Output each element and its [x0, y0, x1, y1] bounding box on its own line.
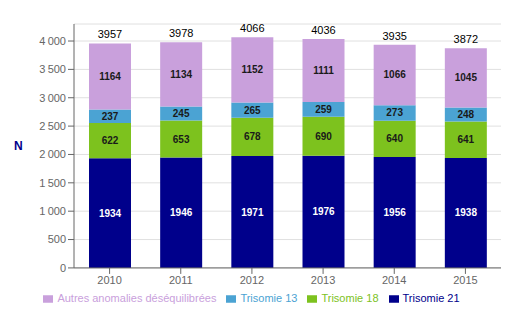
svg-text:1164: 1164 — [99, 71, 121, 82]
svg-text:2013: 2013 — [311, 274, 335, 286]
svg-text:3 000: 3 000 — [39, 92, 66, 104]
svg-text:1 500: 1 500 — [39, 177, 66, 189]
svg-text:1956: 1956 — [384, 207, 407, 218]
svg-text:641: 641 — [457, 134, 474, 145]
svg-text:1066: 1066 — [384, 69, 407, 80]
svg-text:265: 265 — [244, 105, 261, 116]
svg-text:1045: 1045 — [455, 72, 478, 83]
svg-text:N: N — [14, 139, 23, 153]
svg-text:690: 690 — [315, 131, 332, 142]
svg-text:273: 273 — [386, 107, 403, 118]
svg-text:0: 0 — [60, 262, 66, 274]
svg-text:2 000: 2 000 — [39, 148, 66, 160]
svg-text:678: 678 — [244, 131, 261, 142]
svg-text:248: 248 — [457, 109, 474, 120]
svg-text:2012: 2012 — [240, 274, 264, 286]
html-text:Autres anomalies déséquilibrée: Autres anomalies déséquilibrées — [57, 291, 217, 304]
svg-text:500: 500 — [48, 233, 66, 245]
svg-text:1152: 1152 — [241, 64, 263, 75]
svg-text:1938: 1938 — [455, 207, 478, 218]
svg-text:4066: 4066 — [240, 22, 264, 34]
svg-text:1946: 1946 — [170, 207, 193, 218]
svg-text:653: 653 — [173, 134, 190, 145]
svg-text:4036: 4036 — [311, 24, 335, 36]
svg-text:1971: 1971 — [241, 207, 264, 218]
svg-text:1 000: 1 000 — [39, 205, 66, 217]
svg-text:640: 640 — [386, 133, 403, 144]
html-text:Trisomie 21: Trisomie 21 — [402, 291, 460, 304]
svg-text:2011: 2011 — [169, 274, 193, 286]
svg-text:1111: 1111 — [313, 65, 334, 76]
svg-text:2 500: 2 500 — [39, 120, 66, 132]
html-text:Trisomie 13: Trisomie 13 — [240, 291, 298, 304]
svg-text:3 500: 3 500 — [39, 63, 66, 75]
html-text:Trisomie 18: Trisomie 18 — [321, 291, 379, 304]
svg-text:1934: 1934 — [99, 208, 122, 219]
svg-text:2010: 2010 — [97, 274, 121, 286]
svg-text:3978: 3978 — [169, 27, 193, 39]
svg-text:3957: 3957 — [98, 28, 122, 40]
svg-text:622: 622 — [102, 135, 119, 146]
svg-text:237: 237 — [102, 111, 119, 122]
svg-text:259: 259 — [315, 104, 332, 115]
svg-text:3935: 3935 — [382, 30, 406, 42]
svg-text:1134: 1134 — [170, 69, 192, 80]
svg-text:1976: 1976 — [312, 206, 335, 217]
svg-text:245: 245 — [173, 108, 190, 119]
svg-text:2014: 2014 — [382, 274, 406, 286]
svg-text:4 000: 4 000 — [39, 35, 66, 47]
svg-text:2015: 2015 — [453, 274, 477, 286]
svg-text:3872: 3872 — [454, 33, 478, 45]
